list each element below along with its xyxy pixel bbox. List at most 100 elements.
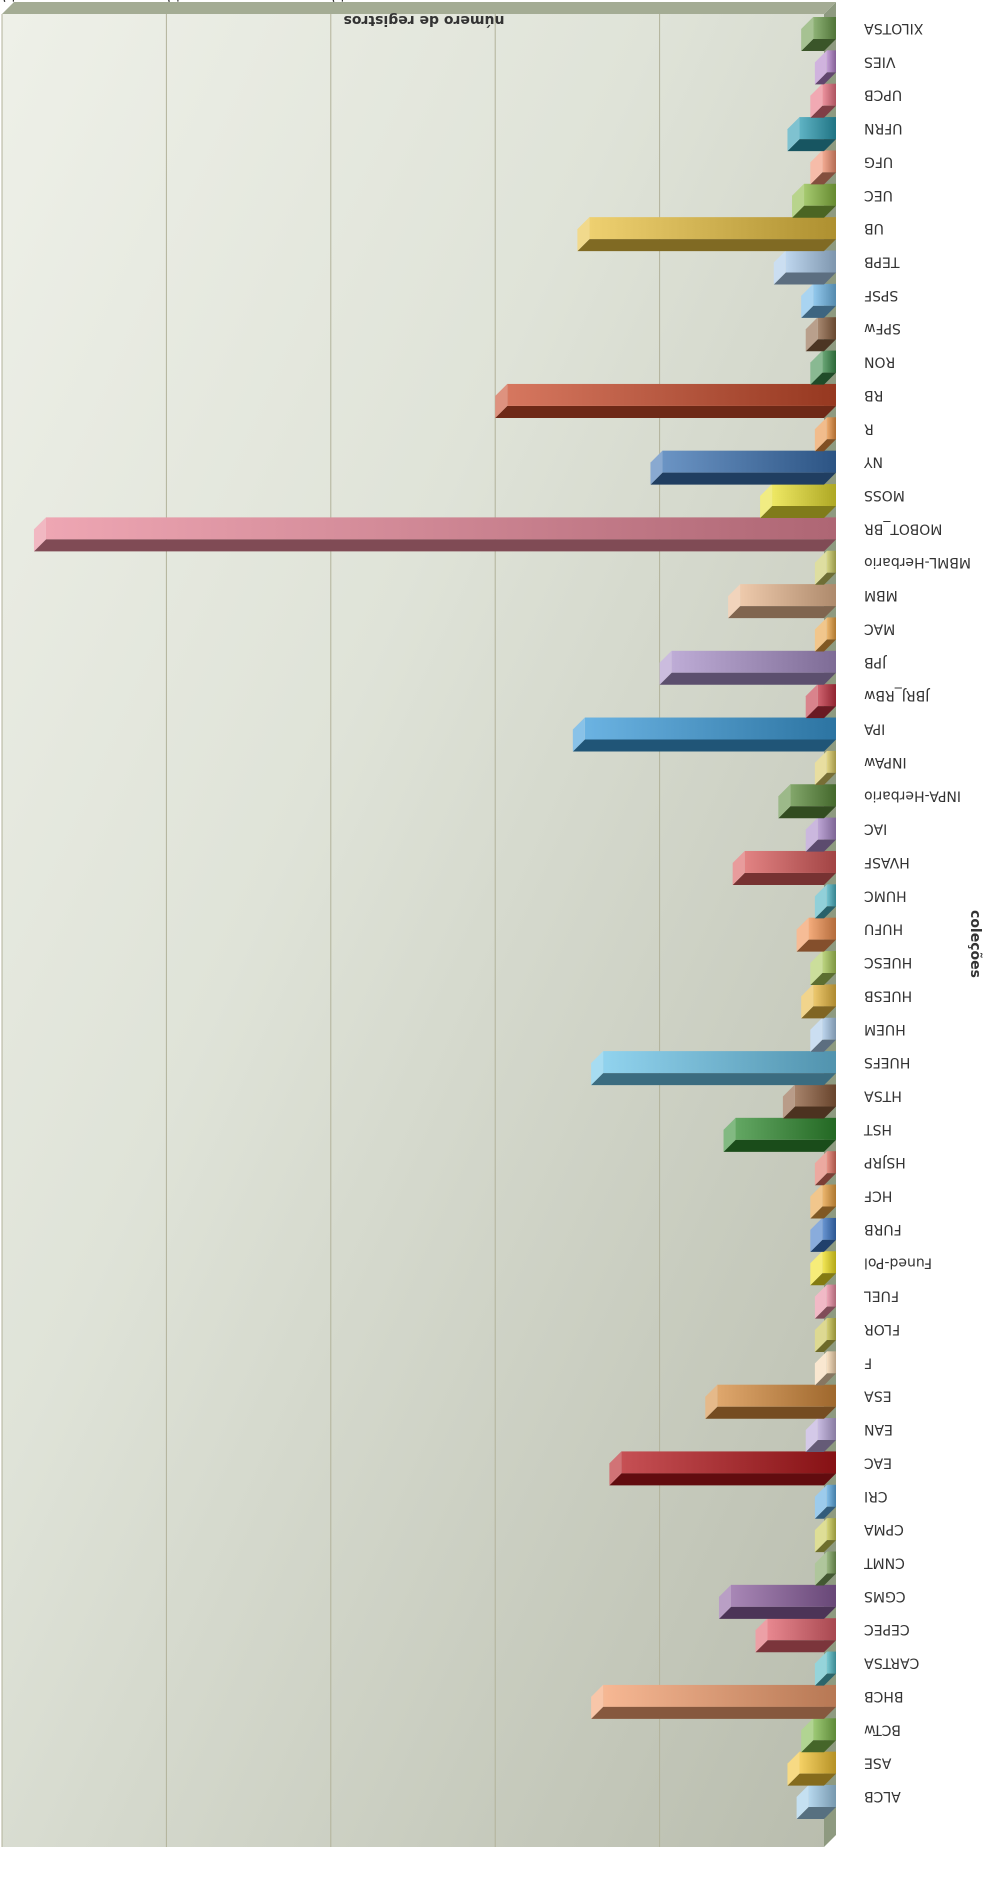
bar-rb	[495, 383, 836, 418]
bar-ub	[577, 217, 836, 252]
category-label: TEPB	[864, 254, 900, 270]
bar-cnmt	[814, 1551, 836, 1586]
category-axis-title: coleções	[967, 910, 983, 978]
category-label: HCF	[864, 1188, 892, 1204]
category-label: JPB	[864, 654, 887, 670]
bar-upcb	[810, 83, 836, 118]
bar-huesc	[810, 951, 836, 986]
bar-mbml-herbario	[814, 550, 836, 585]
category-label: FUEL	[864, 1288, 899, 1304]
bar-ron	[810, 350, 836, 385]
category-label: FURB	[864, 1221, 902, 1237]
value-tick-labels: 03672108144180	[2, 0, 347, 3]
category-label: VIES	[864, 53, 896, 69]
category-label: Funed-Pol	[864, 1254, 932, 1270]
category-label: F	[864, 1354, 872, 1370]
category-label: CPMA	[864, 1521, 904, 1537]
category-label: SPSF	[864, 287, 898, 303]
category-label: SPFw	[864, 320, 901, 336]
bar-jbrj_rbw	[805, 684, 836, 719]
bar-ufg	[810, 150, 836, 185]
category-label: UB	[864, 220, 884, 236]
category-label: HUMC	[864, 887, 907, 903]
bar-eac	[609, 1451, 836, 1486]
category-label: CRI	[864, 1488, 888, 1504]
axis-floor	[2, 2, 836, 14]
plot-background	[2, 2, 836, 1847]
bar-flor	[814, 1317, 836, 1352]
category-label: CGMS	[864, 1588, 906, 1604]
bar-iac	[805, 817, 836, 852]
bar-cri	[814, 1484, 836, 1519]
bar-humc	[814, 884, 836, 919]
bar-huefs	[591, 1051, 836, 1086]
bar-ean	[805, 1418, 836, 1453]
bar-cepec	[755, 1618, 836, 1653]
bar-r	[814, 417, 836, 452]
category-label: HUESC	[864, 954, 913, 970]
bar-vies	[814, 50, 836, 85]
category-label: ALCB	[864, 1788, 901, 1804]
value-axis-title: número de registros	[344, 12, 505, 28]
category-label: HUFU	[864, 921, 903, 937]
category-label: EAC	[864, 1454, 892, 1470]
bar-spfw	[805, 317, 836, 352]
category-label: UFG	[864, 153, 893, 169]
bar-furb	[810, 1217, 836, 1252]
category-label: INPA-Herbario	[864, 787, 961, 803]
bar-spsf	[801, 283, 836, 318]
bar-cartsa	[814, 1651, 836, 1686]
bar-f	[814, 1351, 836, 1386]
category-label: MBM	[864, 587, 898, 603]
bar-huesb	[801, 984, 836, 1019]
category-label: R	[864, 420, 874, 436]
category-label: MOSS	[864, 487, 905, 503]
category-label: CARTSA	[864, 1655, 920, 1671]
bar-bctw	[801, 1718, 836, 1753]
category-label: HUEM	[864, 1021, 906, 1037]
category-label: XILOTSA	[864, 20, 924, 36]
bar-huem	[810, 1017, 836, 1052]
category-label: CNMT	[864, 1554, 905, 1570]
category-label: HUESB	[864, 987, 912, 1003]
bar-mbm	[728, 584, 836, 619]
plot-area	[2, 14, 824, 1847]
bar-inpa-herbario	[778, 784, 836, 819]
category-label: UFRN	[864, 120, 903, 136]
category-label: HTSA	[864, 1087, 902, 1103]
gridlines	[1, 14, 661, 1847]
bar-mobot_br	[33, 517, 836, 552]
bar-series	[33, 17, 836, 1819]
bar-cgms	[718, 1584, 836, 1619]
category-label: MOBOT_BR	[864, 520, 943, 536]
bar-funed-pol	[810, 1251, 836, 1286]
tick-label: 180	[2, 0, 18, 3]
category-label: RB	[864, 387, 883, 403]
category-label: UEC	[864, 187, 893, 203]
bar-hufu	[796, 917, 836, 952]
category-label: MAC	[864, 620, 895, 636]
category-label: HST	[864, 1121, 892, 1137]
category-labels: ALCB ASE BCTw BHCB CARTSA CEPEC CGMS CNMT CPMA CR…	[864, 20, 971, 1804]
bar-fuel	[814, 1284, 836, 1319]
category-label: ESA	[864, 1388, 892, 1404]
bar-htsa	[782, 1084, 836, 1119]
category-label: UPCB	[864, 87, 902, 103]
bar-cpma	[814, 1518, 836, 1553]
bar-hst	[723, 1117, 836, 1152]
bar-tepb	[773, 250, 836, 285]
tick-label: 144	[166, 0, 182, 3]
bar-hcf	[810, 1184, 836, 1219]
category-label: MBML-Herbario	[864, 554, 971, 570]
bar-ufrn	[787, 117, 836, 152]
category-label: RON	[864, 354, 895, 370]
bar-hvasf	[732, 850, 836, 885]
category-label: INPAw	[864, 754, 907, 770]
category-label: FLOR	[864, 1321, 900, 1337]
category-label: HVASF	[864, 854, 910, 870]
bar-jpb	[659, 650, 836, 685]
bar-alcb	[796, 1785, 836, 1819]
bar-mac	[814, 617, 836, 652]
bar-moss	[760, 484, 836, 519]
